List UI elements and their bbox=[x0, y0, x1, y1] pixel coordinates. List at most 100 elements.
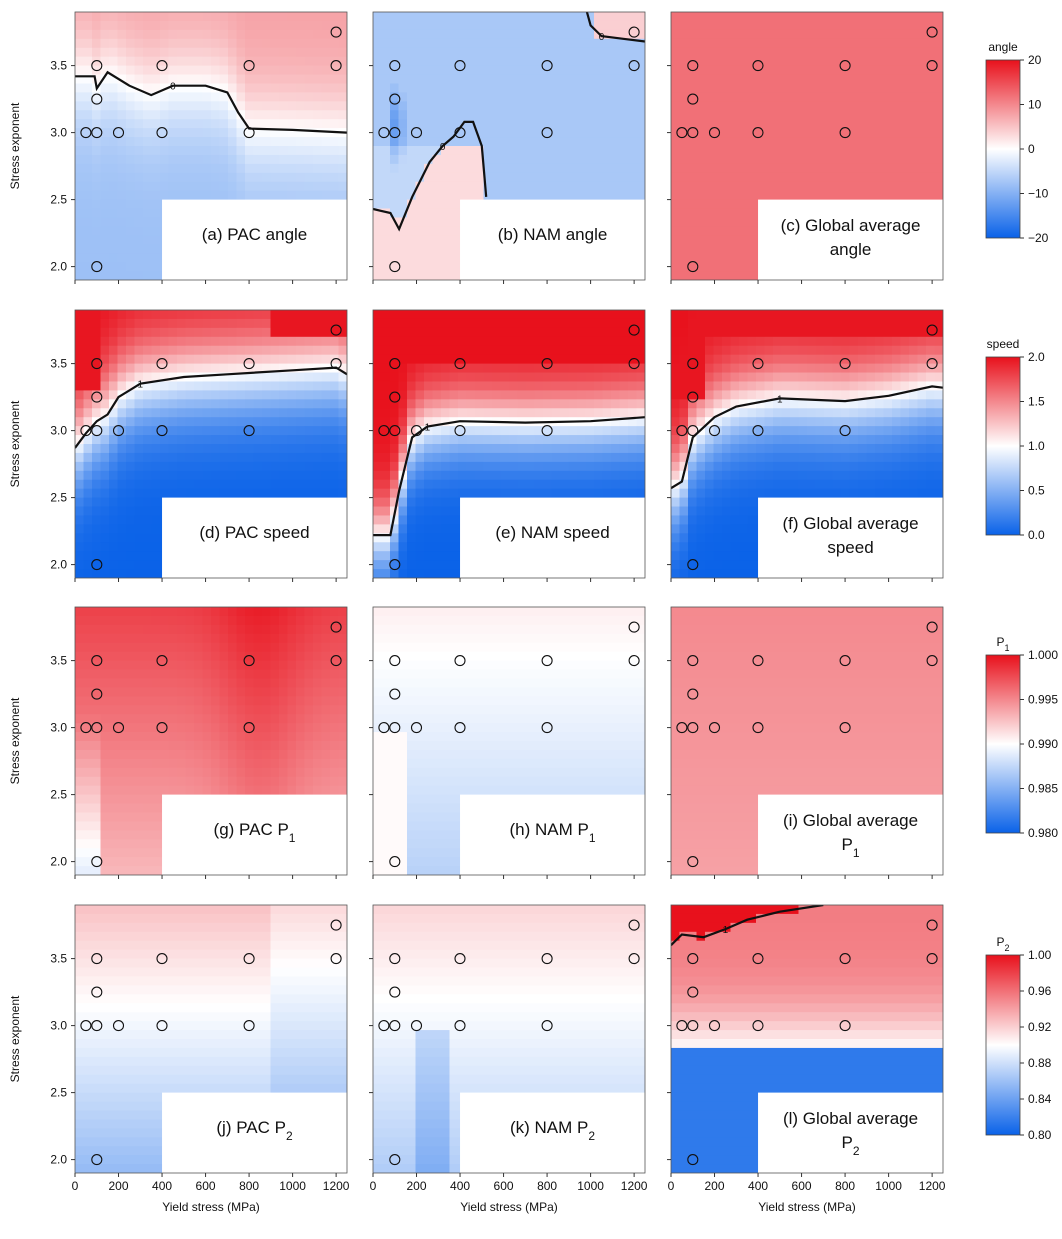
heatmap-cell bbox=[270, 426, 280, 436]
heatmap-cell bbox=[83, 372, 93, 383]
heatmap-cell bbox=[83, 83, 93, 93]
heatmap-cell bbox=[449, 199, 459, 210]
heatmap-cell bbox=[134, 208, 144, 219]
heatmap-cell bbox=[211, 101, 221, 111]
heatmap-cell bbox=[194, 399, 204, 409]
heatmap-cell bbox=[517, 363, 527, 374]
heatmap-cell bbox=[109, 208, 119, 219]
heatmap-cell bbox=[330, 119, 340, 129]
heatmap-cell bbox=[900, 128, 910, 138]
heatmap-cell bbox=[934, 20, 943, 31]
heatmap-cell bbox=[849, 137, 859, 147]
sample-point bbox=[91, 391, 103, 403]
heatmap-cell bbox=[934, 154, 943, 165]
heatmap-cell bbox=[747, 262, 757, 272]
heatmap-cell bbox=[432, 92, 442, 102]
heatmap-cell bbox=[83, 253, 93, 263]
heatmap-cell bbox=[381, 38, 391, 49]
heatmap-cell bbox=[236, 56, 246, 67]
heatmap-cell bbox=[713, 56, 723, 67]
heatmap-cell bbox=[134, 83, 144, 93]
heatmap-cell bbox=[619, 318, 629, 329]
heatmap-cell bbox=[373, 551, 383, 561]
heatmap-cell bbox=[381, 569, 391, 578]
heatmap-cell bbox=[466, 363, 476, 374]
heatmap-cell bbox=[509, 452, 519, 463]
heatmap-cell bbox=[270, 444, 280, 454]
heatmap-cell bbox=[432, 110, 442, 120]
heatmap-cell bbox=[577, 452, 587, 463]
heatmap-cell bbox=[83, 56, 93, 67]
heatmap-cell bbox=[313, 110, 323, 120]
heatmap-cell bbox=[636, 310, 645, 320]
heatmap-cell bbox=[424, 551, 434, 561]
heatmap-cell bbox=[773, 154, 783, 165]
heatmap-cell bbox=[143, 172, 153, 183]
heatmap-cell bbox=[917, 110, 927, 120]
heatmap-cell bbox=[602, 65, 612, 76]
heatmap-cell bbox=[270, 452, 280, 463]
heatmap-cell bbox=[168, 190, 178, 201]
heatmap-cell bbox=[126, 20, 136, 31]
heatmap-cell bbox=[458, 38, 468, 49]
heatmap-cell bbox=[228, 417, 238, 427]
heatmap-cell bbox=[185, 408, 195, 418]
heatmap-cell bbox=[83, 226, 93, 236]
heatmap-cell bbox=[321, 354, 331, 365]
heatmap-cell bbox=[415, 524, 425, 534]
heatmap-cell bbox=[160, 327, 170, 338]
heatmap-cell bbox=[688, 101, 698, 111]
heatmap-cell bbox=[373, 390, 383, 400]
heatmap-cell bbox=[824, 83, 834, 93]
heatmap-cell bbox=[381, 20, 391, 31]
heatmap-cell bbox=[194, 417, 204, 427]
heatmap-cell bbox=[934, 137, 943, 147]
heatmap-cell bbox=[109, 461, 119, 472]
heatmap-cell bbox=[211, 444, 221, 454]
heatmap-cell bbox=[594, 452, 604, 463]
heatmap-cell bbox=[466, 128, 476, 138]
heatmap-cell bbox=[577, 372, 587, 383]
heatmap-cell bbox=[390, 154, 400, 165]
heatmap-cell bbox=[534, 435, 544, 445]
heatmap-cell bbox=[338, 488, 347, 499]
heatmap-cell bbox=[900, 83, 910, 93]
heatmap-cell bbox=[696, 38, 706, 49]
heatmap-cell bbox=[594, 426, 604, 436]
sample-point bbox=[330, 60, 342, 72]
heatmap-cell bbox=[236, 345, 246, 356]
heatmap-cell bbox=[134, 542, 144, 552]
heatmap-cell bbox=[270, 310, 280, 320]
heatmap-cell bbox=[517, 399, 527, 409]
heatmap-cell bbox=[636, 154, 645, 165]
heatmap-cell bbox=[126, 399, 136, 409]
heatmap-cell bbox=[602, 354, 612, 365]
heatmap-cell bbox=[398, 479, 408, 490]
heatmap-cell bbox=[330, 461, 340, 472]
heatmap-cell bbox=[602, 417, 612, 427]
heatmap-cell bbox=[517, 345, 527, 356]
sample-point bbox=[676, 127, 688, 139]
heatmap-cell bbox=[500, 372, 510, 383]
heatmap-cell bbox=[160, 390, 170, 400]
heatmap-cell bbox=[432, 217, 442, 227]
y-axis-label: Stress exponent bbox=[8, 400, 22, 487]
heatmap-cell bbox=[892, 47, 902, 58]
heatmap-cell bbox=[304, 336, 314, 347]
heatmap-cell bbox=[577, 65, 587, 76]
heatmap-cell bbox=[832, 47, 842, 58]
heatmap-cell bbox=[83, 199, 93, 210]
heatmap-cell bbox=[551, 38, 561, 49]
heatmap-cell bbox=[415, 110, 425, 120]
heatmap-cell bbox=[407, 199, 417, 210]
heatmap-cell bbox=[321, 381, 331, 391]
heatmap-cell bbox=[526, 101, 536, 111]
heatmap-cell bbox=[441, 417, 451, 427]
heatmap-cell bbox=[926, 29, 936, 40]
heatmap-cell bbox=[330, 327, 340, 338]
heatmap-cell bbox=[262, 38, 272, 49]
heatmap-cell bbox=[296, 172, 306, 183]
heatmap-cell bbox=[381, 29, 391, 40]
heatmap-cell bbox=[509, 110, 519, 120]
